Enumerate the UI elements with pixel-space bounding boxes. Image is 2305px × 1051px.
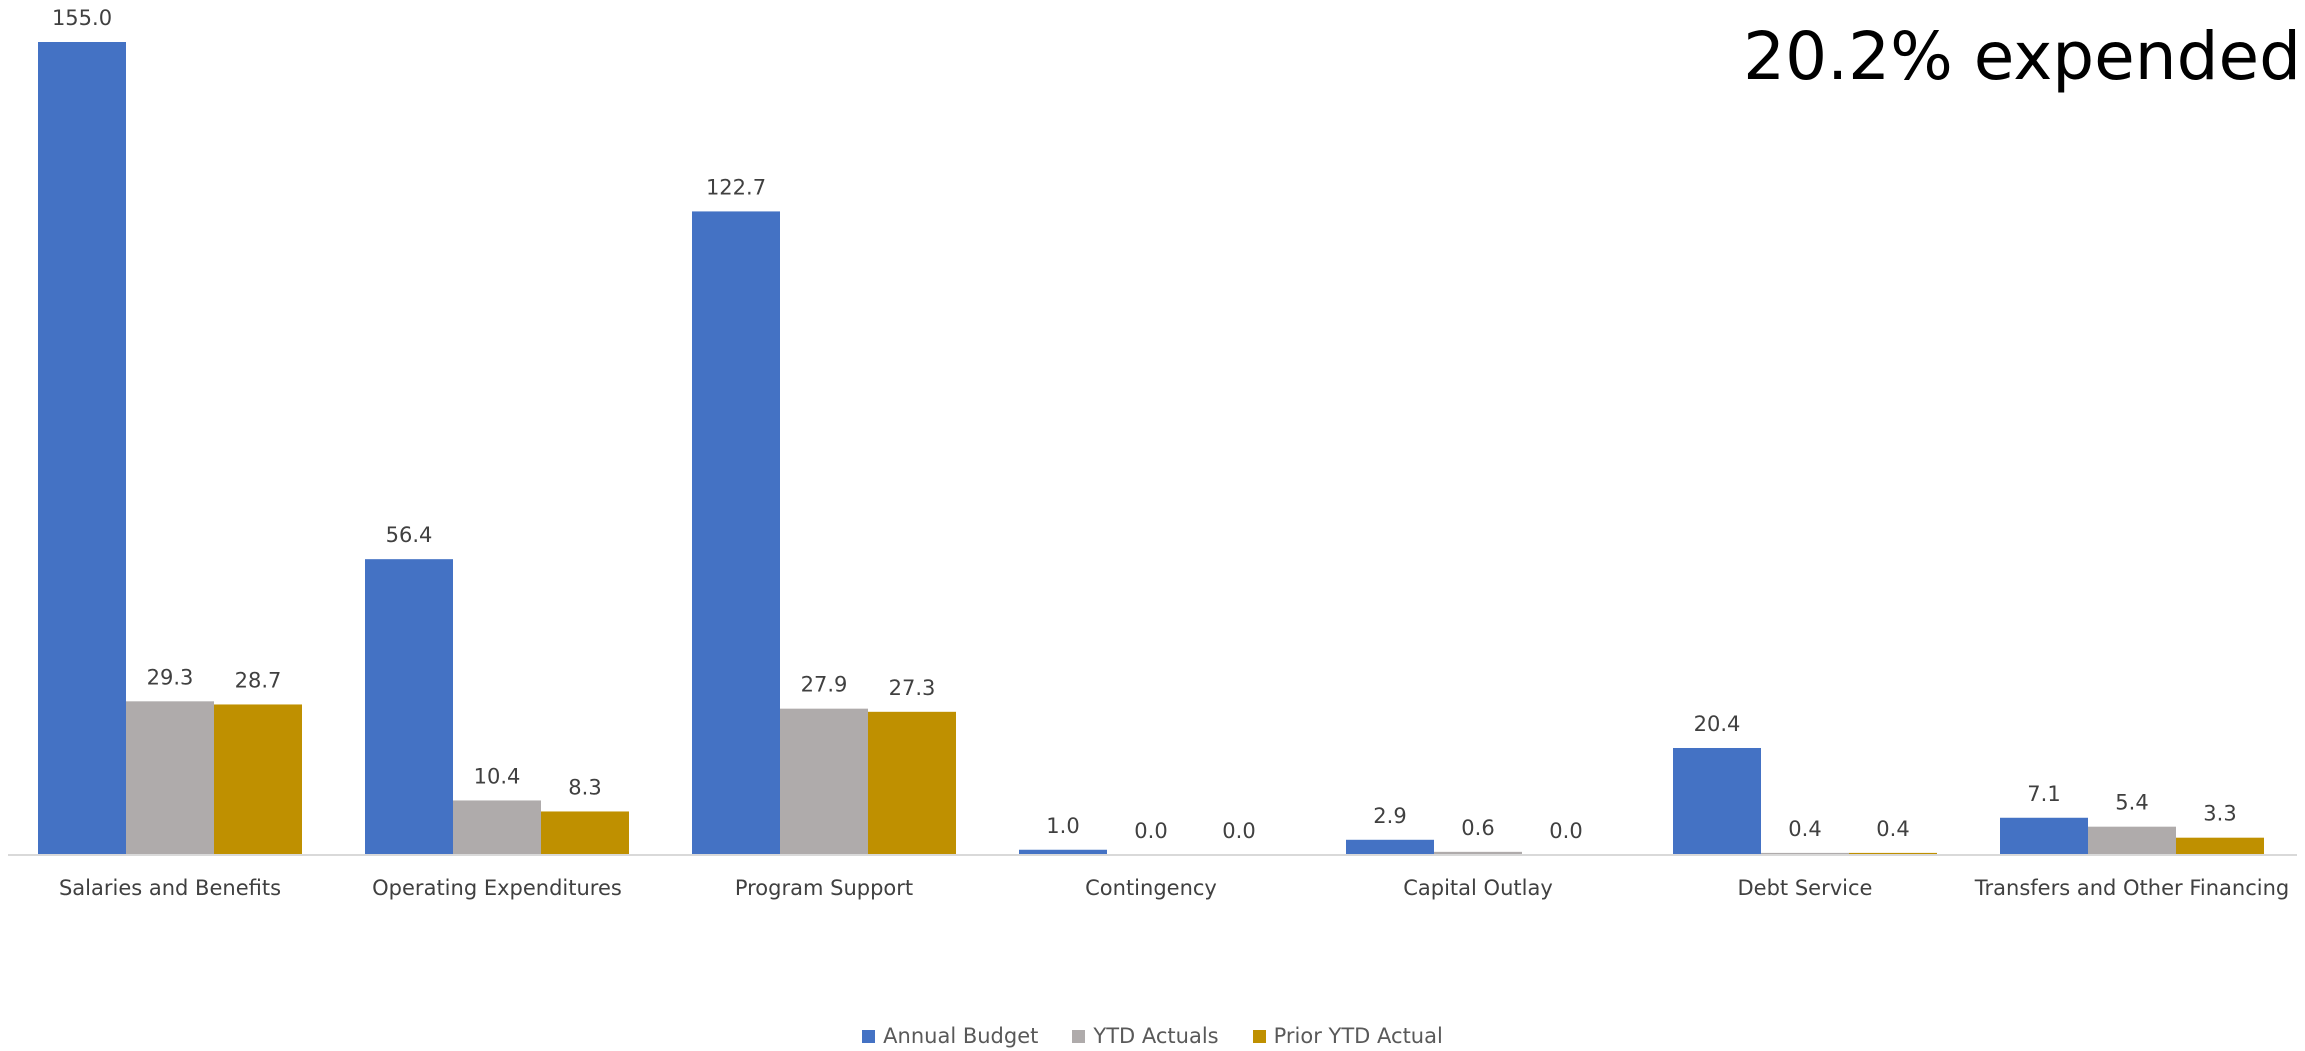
bar-annual-budget-program-support: [692, 211, 780, 856]
category-label-debt-service: Debt Service: [1738, 876, 1873, 900]
data-label-prior-ytd-actual-salaries-and-benefits: 28.7: [235, 668, 282, 692]
bar-prior-ytd-actual-salaries-and-benefits: [214, 704, 302, 855]
data-label-annual-budget-contingency: 1.0: [1046, 814, 1079, 838]
bar-prior-ytd-actual-debt-service: [1849, 852, 1937, 855]
data-label-annual-budget-transfers-and-other-financing: 7.1: [2027, 782, 2060, 806]
category-label-contingency: Contingency: [1085, 876, 1217, 900]
data-label-prior-ytd-actual-transfers-and-other-financing: 3.3: [2203, 802, 2236, 826]
bar-annual-budget-salaries-and-benefits: [38, 42, 126, 855]
data-labels-layer: 155.0 29.3 28.7 56.4 10.4 8.3 122.7 27.9 27.3 1.0…: [52, 6, 2237, 843]
bar-prior-ytd-actual-operating-expenditures: [541, 811, 629, 855]
bar-annual-budget-capital-outlay: [1346, 839, 1434, 855]
bar-annual-budget-operating-expenditures: [365, 559, 453, 855]
chart-legend: Annual Budget YTD Actuals Prior YTD Actual: [0, 1024, 2305, 1048]
legend-item-annual-budget: Annual Budget: [862, 1024, 1038, 1048]
bar-ytd-actuals-transfers-and-other-financing: [2088, 826, 2176, 855]
category-label-capital-outlay: Capital Outlay: [1403, 876, 1553, 900]
category-label-salaries-and-benefits: Salaries and Benefits: [59, 876, 281, 900]
data-label-annual-budget-program-support: 122.7: [706, 175, 766, 199]
legend-label-annual-budget: Annual Budget: [883, 1024, 1039, 1048]
data-label-annual-budget-operating-expenditures: 56.4: [386, 523, 433, 547]
data-label-annual-budget-salaries-and-benefits: 155.0: [52, 6, 112, 30]
expended-percentage: 20.2% expended: [1743, 18, 2301, 95]
data-label-ytd-actuals-operating-expenditures: 10.4: [474, 764, 521, 788]
data-label-prior-ytd-actual-program-support: 27.3: [889, 676, 936, 700]
data-label-ytd-actuals-salaries-and-benefits: 29.3: [147, 665, 194, 689]
bar-prior-ytd-actual-program-support: [868, 711, 956, 855]
data-label-annual-budget-debt-service: 20.4: [1694, 712, 1741, 736]
bar-ytd-actuals-debt-service: [1761, 852, 1849, 855]
legend-swatch-prior-ytd-actual: [1252, 1029, 1266, 1043]
data-label-ytd-actuals-capital-outlay: 0.6: [1461, 816, 1494, 840]
data-label-ytd-actuals-transfers-and-other-financing: 5.4: [2115, 791, 2148, 815]
category-label-program-support: Program Support: [735, 876, 913, 900]
legend-item-prior-ytd-actual: Prior YTD Actual: [1252, 1024, 1443, 1048]
data-label-annual-budget-capital-outlay: 2.9: [1373, 804, 1406, 828]
legend-swatch-ytd-actuals: [1072, 1029, 1086, 1043]
data-label-ytd-actuals-program-support: 27.9: [801, 673, 848, 697]
data-label-prior-ytd-actual-contingency: 0.0: [1222, 819, 1255, 843]
bar-annual-budget-debt-service: [1673, 747, 1761, 855]
legend-label-prior-ytd-actual: Prior YTD Actual: [1273, 1024, 1443, 1048]
category-label-operating-expenditures: Operating Expenditures: [372, 876, 622, 900]
legend-swatch-annual-budget: [862, 1029, 876, 1043]
bar-annual-budget-contingency: [1019, 849, 1107, 855]
legend-item-ytd-actuals: YTD Actuals: [1072, 1024, 1219, 1048]
data-label-prior-ytd-actual-debt-service: 0.4: [1876, 817, 1909, 841]
data-label-prior-ytd-actual-operating-expenditures: 8.3: [568, 775, 601, 799]
data-label-ytd-actuals-contingency: 0.0: [1134, 819, 1167, 843]
category-label-transfers-and-other-financing: Transfers and Other Financing: [1974, 876, 2289, 900]
bar-ytd-actuals-program-support: [780, 708, 868, 855]
bar-ytd-actuals-operating-expenditures: [453, 800, 541, 855]
bar-ytd-actuals-salaries-and-benefits: [126, 701, 214, 855]
data-label-prior-ytd-actual-capital-outlay: 0.0: [1549, 819, 1582, 843]
legend-label-ytd-actuals: YTD Actuals: [1093, 1024, 1219, 1048]
bar-ytd-actuals-capital-outlay: [1434, 851, 1522, 855]
bar-prior-ytd-actual-transfers-and-other-financing: [2176, 837, 2264, 855]
data-label-ytd-actuals-debt-service: 0.4: [1788, 817, 1821, 841]
category-labels-layer: Salaries and Benefits Operating Expenditu…: [59, 876, 2289, 900]
bar-annual-budget-transfers-and-other-financing: [2000, 817, 2088, 855]
bars-layer: [38, 42, 2264, 856]
